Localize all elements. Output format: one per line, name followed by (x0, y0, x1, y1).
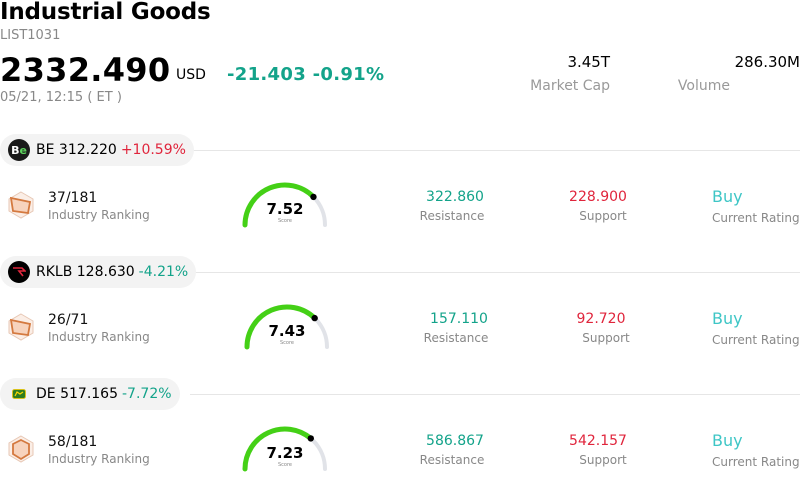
stock-change-percent: -4.21% (138, 264, 189, 280)
ranking-icon (6, 190, 36, 220)
support-label: Support (579, 453, 627, 467)
ranking-icon (6, 312, 36, 342)
row-separator (190, 150, 800, 151)
score-gauge: 7.23 Score (242, 425, 332, 479)
support-label: Support (579, 209, 627, 223)
industry-rank-value: 26/71 (48, 312, 89, 328)
resistance-label: Resistance (419, 209, 485, 223)
index-code: LIST1031 (0, 28, 61, 43)
volume-value: 286.30M (734, 53, 800, 71)
score-label: Score (277, 218, 292, 224)
rocket-lab-logo-icon (8, 261, 30, 283)
stock-change-percent: +10.59% (120, 142, 186, 158)
rating-button[interactable]: Buy (712, 309, 743, 328)
bloom-energy-logo-icon: Be (8, 139, 30, 161)
resistance-label: Resistance (423, 331, 489, 345)
timestamp: 05/21, 12:15 ( ET ) (0, 90, 122, 105)
market-cap-value: 3.45T (567, 53, 610, 71)
index-change-value: -21.403 (227, 64, 307, 85)
stock-price: 312.220 (58, 142, 117, 158)
support-value: 228.900 (569, 189, 627, 205)
current-rating-label: Current Rating (712, 333, 800, 347)
score-label: Score (277, 462, 292, 468)
market-cap-label: Market Cap (530, 78, 610, 94)
support-value: 542.157 (569, 433, 627, 449)
stock-pill[interactable]: Be BE 312.220 +10.59% (0, 134, 194, 166)
support-value: 92.720 (576, 311, 626, 327)
stock-ticker: DE (36, 386, 56, 402)
gauge-fill (242, 426, 314, 472)
industry-rank-value: 58/181 (48, 434, 98, 450)
gauge-fill (242, 182, 316, 228)
index-change-percent: -0.91% (312, 64, 385, 85)
currency-label: USD (176, 67, 206, 83)
resistance-value: 157.110 (430, 311, 488, 327)
row-separator (190, 394, 800, 395)
stock-pill[interactable]: RKLB 128.630 -4.21% (0, 256, 197, 288)
stock-ticker: RKLB (36, 264, 73, 280)
rating-button[interactable]: Buy (712, 431, 743, 450)
page-title: Industrial Goods (0, 0, 211, 25)
current-rating-label: Current Rating (712, 211, 800, 225)
index-change: -21.403 -0.91% (227, 64, 384, 85)
industry-ranking-label: Industry Ranking (48, 452, 150, 466)
stock-price: 517.165 (60, 386, 118, 402)
index-price: 2332.490 (0, 51, 171, 89)
score-value: 7.43 (268, 322, 306, 340)
gauge-marker (307, 435, 314, 442)
gauge-marker (311, 314, 318, 322)
score-gauge: 7.43 Score (244, 303, 334, 357)
stock-price: 128.630 (76, 264, 135, 280)
gauge-marker (310, 193, 317, 201)
john-deere-logo-icon (8, 383, 30, 405)
resistance-value: 322.860 (426, 189, 484, 205)
gauge-fill (244, 304, 318, 350)
support-label: Support (582, 331, 630, 345)
resistance-label: Resistance (419, 453, 485, 467)
row-separator (190, 272, 800, 273)
industry-ranking-label: Industry Ranking (48, 330, 150, 344)
industry-rank-value: 37/181 (48, 190, 98, 206)
industry-ranking-label: Industry Ranking (48, 208, 150, 222)
score-gauge: 7.52 Score (242, 181, 332, 235)
stock-pill[interactable]: DE 517.165 -7.72% (0, 378, 180, 410)
volume-label: Volume (677, 78, 730, 94)
ranking-icon (6, 434, 36, 464)
stock-change-percent: -7.72% (122, 386, 172, 402)
score-value: 7.52 (266, 200, 304, 218)
resistance-value: 586.867 (426, 433, 484, 449)
stock-ticker: BE (36, 142, 55, 158)
rating-button[interactable]: Buy (712, 187, 743, 206)
score-value: 7.23 (266, 444, 304, 462)
current-rating-label: Current Rating (712, 455, 800, 469)
score-label: Score (279, 340, 294, 346)
